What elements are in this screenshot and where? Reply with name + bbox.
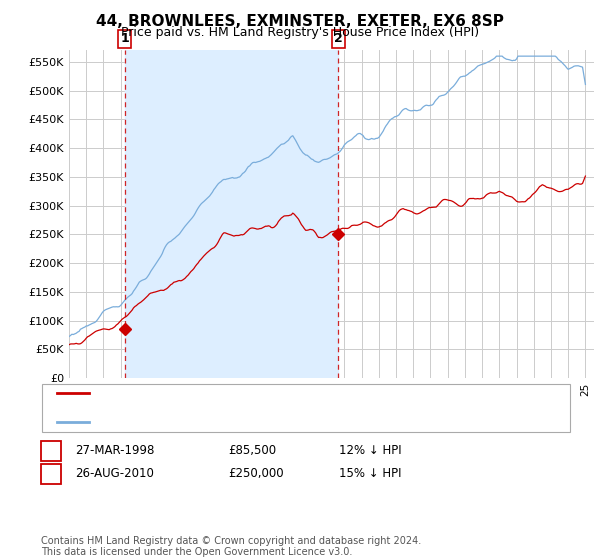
Bar (125, 50, 338, 378)
Text: 2: 2 (47, 466, 55, 480)
Text: 15% ↓ HPI: 15% ↓ HPI (339, 466, 401, 480)
Text: 44, BROWNLEES, EXMINSTER, EXETER, EX6 8SP (detached house): 44, BROWNLEES, EXMINSTER, EXETER, EX6 8S… (93, 388, 462, 398)
Text: Price paid vs. HM Land Registry's House Price Index (HPI): Price paid vs. HM Land Registry's House … (121, 26, 479, 39)
Text: Contains HM Land Registry data © Crown copyright and database right 2024.
This d: Contains HM Land Registry data © Crown c… (41, 535, 421, 557)
Text: HPI: Average price, detached house, Teignbridge: HPI: Average price, detached house, Teig… (93, 417, 364, 427)
Text: 1: 1 (47, 444, 55, 457)
Text: 27-MAR-1998: 27-MAR-1998 (75, 444, 154, 457)
Text: 1: 1 (120, 32, 129, 45)
Text: £250,000: £250,000 (228, 466, 284, 480)
Text: 2: 2 (334, 32, 343, 45)
Text: 44, BROWNLEES, EXMINSTER, EXETER, EX6 8SP: 44, BROWNLEES, EXMINSTER, EXETER, EX6 8S… (96, 14, 504, 29)
Text: £85,500: £85,500 (228, 444, 276, 457)
Text: 26-AUG-2010: 26-AUG-2010 (75, 466, 154, 480)
Text: 12% ↓ HPI: 12% ↓ HPI (339, 444, 401, 457)
